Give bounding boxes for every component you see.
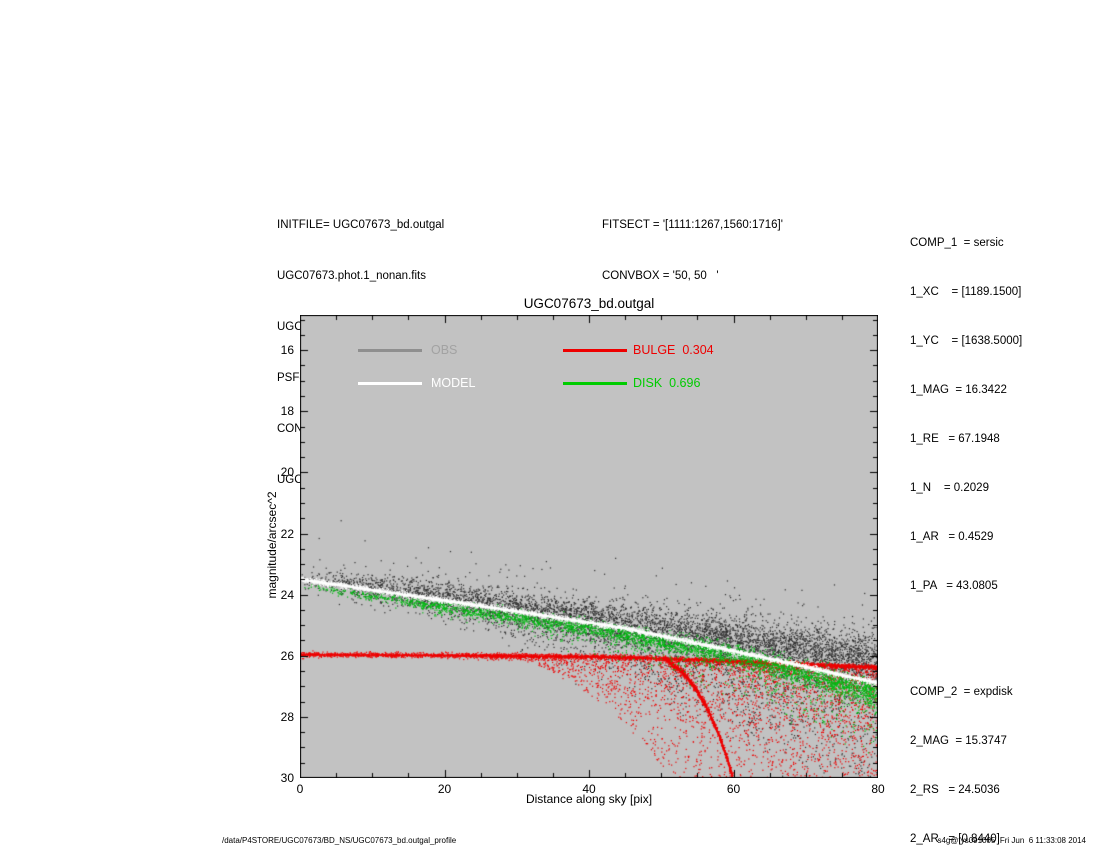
x-tick-label: 40 bbox=[582, 782, 596, 796]
header-line: FITSECT = '[1111:1267,1560:1716]' bbox=[602, 219, 783, 231]
legend-line bbox=[358, 348, 422, 352]
y-tick-label: 28 bbox=[280, 709, 294, 724]
x-tick-label: 60 bbox=[726, 782, 741, 796]
param-line: 2_MAG = 15.3747 bbox=[910, 735, 1007, 747]
param-line: 1_AR = 0.4529 bbox=[910, 531, 994, 543]
legend-label: OBS bbox=[431, 343, 458, 357]
y-tick-label: 26 bbox=[280, 648, 294, 663]
comp2-expdisk-group: COMP_2 = expdisk 2_MAG = 15.3747 2_RS = … bbox=[910, 656, 1022, 850]
model-params-block: COMP_1 = sersic 1_XC = [1189.1500] 1_YC … bbox=[910, 183, 1022, 850]
y-tick-label: 24 bbox=[280, 587, 294, 602]
x-tick-label: 0 bbox=[296, 782, 304, 796]
param-line: 1_N = 0.2029 bbox=[910, 482, 989, 494]
y-tick-label: 22 bbox=[280, 526, 294, 541]
header-line: INITFILE= UGC07673_bd.outgal bbox=[277, 219, 445, 231]
y-tick-label: 20 bbox=[280, 465, 294, 480]
y-tick-label: 30 bbox=[280, 771, 294, 785]
legend-label: DISK 0.696 bbox=[633, 376, 701, 390]
param-line: 1_RE = 67.1948 bbox=[910, 433, 1000, 445]
chart-title: UGC07673_bd.outgal bbox=[523, 296, 655, 311]
x-axis-label: Distance along sky [pix] bbox=[525, 792, 653, 806]
param-line: COMP_2 = expdisk bbox=[910, 686, 1013, 698]
param-line: 1_PA = 43.0805 bbox=[910, 580, 998, 592]
param-line: 2_RS = 24.5036 bbox=[910, 784, 1000, 796]
param-line: 1_MAG = 16.3422 bbox=[910, 384, 1007, 396]
legend-line bbox=[563, 348, 627, 352]
comp1-sersic-group: COMP_1 = sersic 1_XC = [1189.1500] 1_YC … bbox=[910, 207, 1022, 623]
y-tick-label: 16 bbox=[280, 343, 294, 358]
legend-line bbox=[563, 381, 627, 385]
x-tick-label: 80 bbox=[871, 782, 885, 796]
x-tick-label: 20 bbox=[437, 782, 452, 796]
legend-line bbox=[358, 381, 422, 385]
legend-label: MODEL bbox=[431, 376, 476, 390]
header-line: CONVBOX = '50, 50 ' bbox=[602, 270, 719, 282]
param-line: 1_YC = [1638.5000] bbox=[910, 335, 1023, 347]
legend-label: BULGE 0.304 bbox=[633, 343, 714, 357]
user-timestamp-label: s4g@fys091005 Fri Jun 6 11:33:08 2014 bbox=[937, 836, 1086, 845]
profile-plot-canvas bbox=[300, 315, 878, 778]
param-line: 2_AR = [0.8440] bbox=[910, 833, 1000, 845]
param-line: COMP_1 = sersic bbox=[910, 237, 1004, 249]
output-path-label: /data/P4STORE/UGC07673/BD_NS/UGC07673_bd… bbox=[222, 836, 457, 845]
y-tick-label: 18 bbox=[280, 404, 294, 419]
param-line: 1_XC = [1189.1500] bbox=[910, 286, 1022, 298]
header-line: UGC07673.phot.1_nonan.fits bbox=[277, 270, 426, 282]
